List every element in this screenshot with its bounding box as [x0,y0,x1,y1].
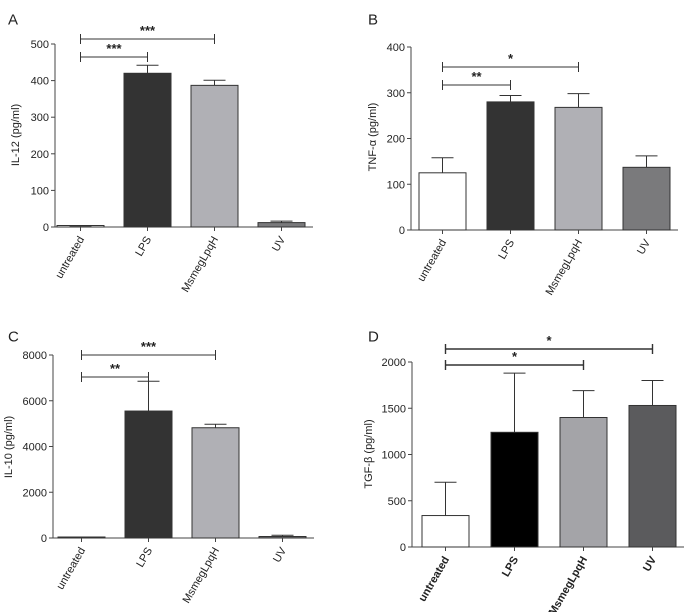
significance-label: *** [141,339,157,354]
x-tick-label: LPS [496,238,517,262]
bar-untreated [57,536,106,539]
bar-msmeglpqh [559,417,608,548]
x-tick-label: LPS [133,235,154,259]
bar-msmeglpqh [191,427,240,539]
x-tick-label: LPS [500,555,521,580]
y-tick-label: 400 [31,76,49,88]
y-tick-label: 1000 [382,450,406,462]
significance-label: ** [471,69,482,84]
y-tick-label: 6000 [23,396,47,408]
y-axis-label: IL-12 (pg/ml) [10,104,22,166]
x-tick-label: untreated [415,238,449,284]
y-tick-label: 100 [31,185,49,197]
bar-uv [622,166,671,231]
bar-lps [124,410,173,539]
chart-panel-a: A 0 100 200 300 400 500 IL-12 (pg/ml) untreated L… [8,11,313,295]
bar-uv [628,404,677,548]
y-tick-label: 2000 [382,357,406,369]
y-tick-label: 300 [387,88,405,100]
bar-uv [257,222,306,228]
x-tick-label: UV [270,234,288,254]
significance-label: * [546,333,552,348]
significance-label: * [512,349,518,364]
x-tick-label: untreated [53,235,87,281]
y-tick-label: 500 [388,496,406,508]
significance-label: ** [110,361,121,376]
x-tick-label: MsmegLpqH [547,554,590,612]
y-tick-label: 400 [387,42,405,54]
bar-lps [490,431,539,548]
y-tick-label: 100 [387,179,405,191]
bar-msmeglpqh [554,106,603,231]
bar-untreated [418,172,467,231]
chart-panel-d: D 0 500 1000 1500 2000 TGF-β (pg/ml) untreated L… [363,328,684,612]
y-axis-label: TNF-α (pg/ml) [367,103,379,172]
panel-letter: A [8,11,18,28]
y-tick-label: 2000 [23,487,47,499]
bar-msmeglpqh [190,84,239,228]
significance-label: *** [140,23,156,38]
bar-untreated [421,515,470,548]
y-tick-label: 4000 [23,442,47,454]
x-tick-label: UV [635,237,653,257]
x-tick-label: UV [271,545,289,565]
chart-panel-b: B 0 100 200 300 400 TNF-α (pg/ml) untreated LPS M… [367,11,678,298]
y-tick-label: 500 [31,39,49,51]
x-tick-label: MsmegLpqH [180,234,222,294]
y-tick-label: 0 [41,533,47,545]
significance-label: * [508,51,514,66]
x-tick-label: UV [641,554,659,574]
y-tick-label: 0 [400,542,406,554]
x-tick-label: MsmegLpqH [181,545,223,605]
bar-uv [258,536,307,539]
x-tick-label: untreated [54,546,88,592]
x-tick-label: LPS [134,546,155,570]
y-axis-label: IL-10 (pg/ml) [3,416,15,478]
y-tick-label: 0 [399,225,405,237]
bar-lps [486,101,535,231]
y-tick-label: 200 [31,149,49,161]
chart-panel-c: C 0 2000 4000 6000 8000 IL-10 (pg/ml) untreated… [3,328,314,606]
y-axis-label: TGF-β (pg/ml) [363,419,375,488]
panel-letter: B [368,11,378,28]
y-tick-label: 0 [43,222,49,234]
bar-lps [123,72,172,228]
y-tick-label: 8000 [23,350,47,362]
y-tick-label: 1500 [382,403,406,415]
significance-label: *** [106,41,122,56]
y-tick-label: 200 [387,134,405,146]
panel-letter: C [8,328,19,345]
panel-letter: D [368,328,379,345]
x-tick-label: MsmegLpqH [544,237,586,297]
x-tick-label: untreated [417,555,452,604]
y-tick-label: 300 [31,112,49,124]
